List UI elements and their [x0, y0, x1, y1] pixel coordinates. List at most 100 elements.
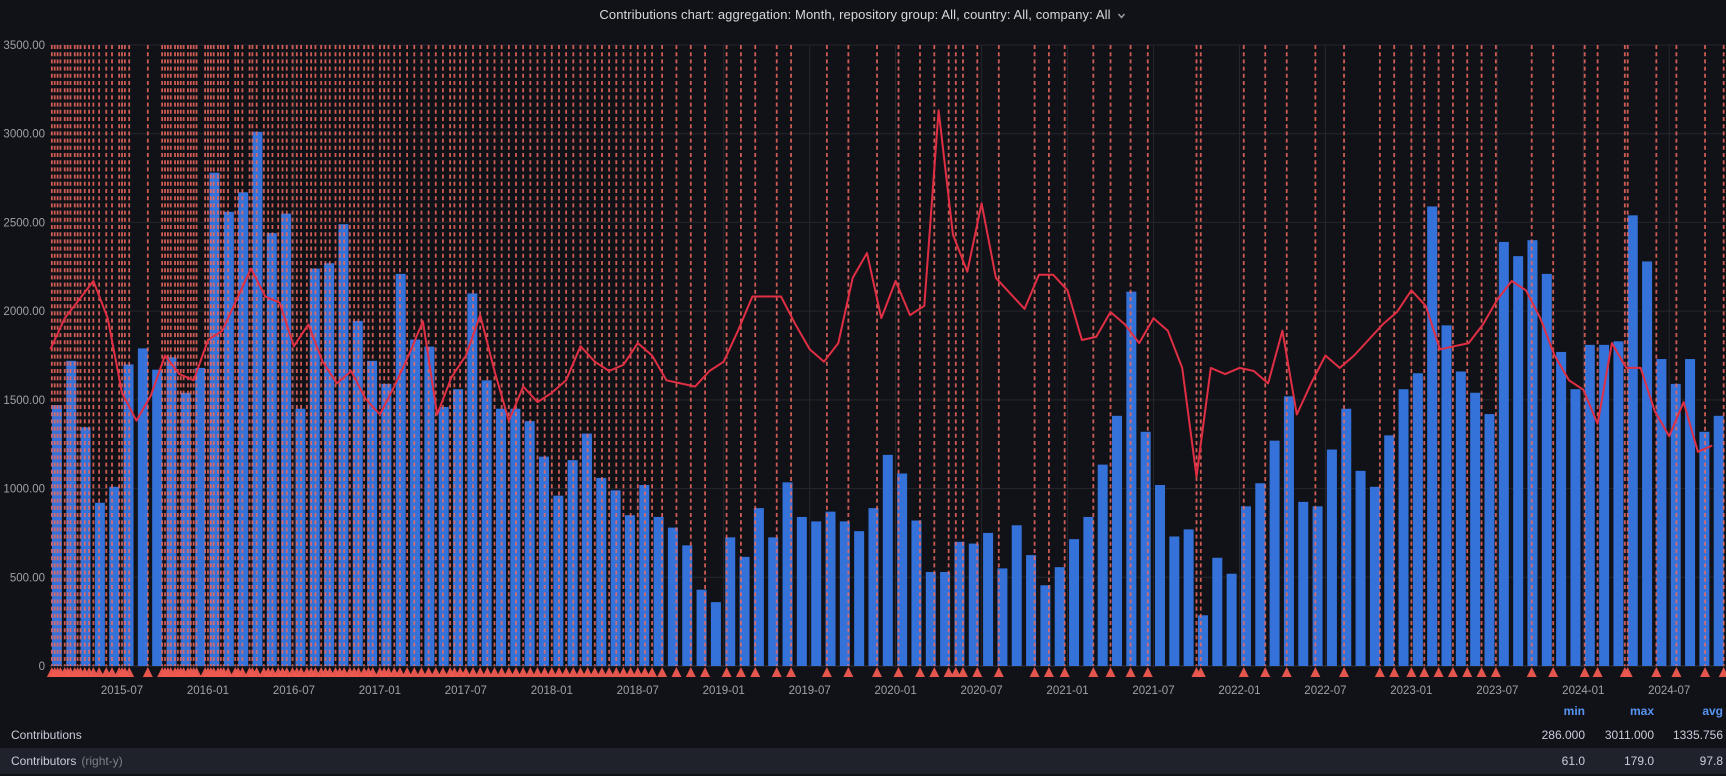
bar-2023-02[interactable]	[1427, 206, 1438, 666]
annotation-triangle-icon[interactable]	[1548, 667, 1559, 677]
bar-2018-10[interactable]	[682, 545, 693, 666]
annotation-triangle-icon[interactable]	[223, 667, 234, 677]
bar-2018-07[interactable]	[639, 485, 650, 666]
annotation-triangle-icon[interactable]	[107, 667, 118, 677]
annotation-triangle-icon[interactable]	[1718, 667, 1726, 677]
bar-2018-12[interactable]	[710, 602, 721, 666]
bar-2016-02[interactable]	[223, 211, 234, 667]
annotation-triangle-icon[interactable]	[468, 667, 479, 677]
annotation-triangle-icon[interactable]	[1374, 667, 1385, 677]
bar-2015-10[interactable]	[166, 357, 177, 666]
annotation-triangle-icon[interactable]	[929, 667, 940, 677]
bar-2020-11[interactable]	[1040, 585, 1051, 666]
legend-col-avg[interactable]: avg	[1702, 704, 1723, 718]
annotation-triangle-icon[interactable]	[950, 667, 961, 677]
annotation-markers[interactable]	[46, 667, 1726, 677]
legend-col-max[interactable]: max	[1629, 704, 1654, 718]
bar-2019-05[interactable]	[782, 482, 793, 666]
bar-2019-07[interactable]	[811, 521, 822, 666]
annotation-triangle-icon[interactable]	[1700, 667, 1711, 677]
bar-2022-11[interactable]	[1384, 435, 1395, 666]
annotation-triangle-icon[interactable]	[685, 667, 696, 677]
annotation-triangle-icon[interactable]	[1622, 667, 1633, 677]
annotation-triangle-icon[interactable]	[475, 667, 486, 677]
bar-2024-10[interactable]	[1713, 415, 1724, 666]
bar-2016-06[interactable]	[281, 213, 292, 667]
legend-row-contributors[interactable]: Contributors (right-y) 61.0 179.0 97.8	[0, 748, 1726, 774]
annotation-triangle-icon[interactable]	[1260, 667, 1271, 677]
bar-2022-04[interactable]	[1283, 396, 1294, 666]
bar-2024-09[interactable]	[1699, 431, 1710, 666]
annotation-triangle-icon[interactable]	[625, 667, 636, 677]
panel-title[interactable]: Contributions chart: aggregation: Month,…	[599, 6, 1111, 22]
bar-2019-01[interactable]	[725, 537, 736, 666]
bar-2020-06[interactable]	[968, 543, 979, 666]
annotation-triangle-icon[interactable]	[657, 667, 668, 677]
annotation-triangle-icon[interactable]	[437, 667, 448, 677]
bar-2022-03[interactable]	[1269, 440, 1280, 666]
chevron-down-icon[interactable]	[1116, 10, 1127, 21]
annotation-triangle-icon[interactable]	[604, 667, 615, 677]
annotation-triangle-icon[interactable]	[1125, 667, 1136, 677]
annotation-triangle-icon[interactable]	[721, 667, 732, 677]
annotation-triangle-icon[interactable]	[1579, 667, 1590, 677]
bar-2019-12[interactable]	[882, 454, 893, 666]
bar-2020-10[interactable]	[1026, 555, 1037, 666]
bar-2021-09[interactable]	[1183, 529, 1194, 666]
bar-2022-05[interactable]	[1298, 501, 1309, 666]
bar-2021-01[interactable]	[1069, 539, 1080, 666]
bar-2021-06[interactable]	[1140, 431, 1151, 666]
bar-2020-03[interactable]	[925, 571, 936, 666]
annotation-triangle-icon[interactable]	[1281, 667, 1292, 677]
bar-2019-02[interactable]	[739, 556, 750, 666]
annotation-triangle-icon[interactable]	[510, 667, 521, 677]
annotation-triangle-icon[interactable]	[1433, 667, 1444, 677]
bar-2024-07[interactable]	[1670, 383, 1681, 666]
bar-2023-07[interactable]	[1498, 241, 1509, 666]
bar-2018-08[interactable]	[653, 516, 664, 666]
annotation-triangle-icon[interactable]	[496, 667, 507, 677]
annotation-triangle-icon[interactable]	[972, 667, 983, 677]
bar-2016-01[interactable]	[209, 172, 220, 666]
bar-2021-04[interactable]	[1112, 415, 1123, 666]
annotation-triangle-icon[interactable]	[671, 667, 682, 677]
bar-2015-04[interactable]	[80, 427, 91, 666]
annotation-triangle-icon[interactable]	[750, 667, 761, 677]
annotation-triangle-icon[interactable]	[957, 667, 968, 677]
annotation-triangle-icon[interactable]	[639, 667, 650, 677]
legend-series-name[interactable]: Contributions	[11, 728, 82, 742]
bar-2016-08[interactable]	[309, 268, 320, 666]
bar-2021-10[interactable]	[1197, 615, 1208, 666]
annotation-triangle-icon[interactable]	[1526, 667, 1537, 677]
bar-2021-11[interactable]	[1212, 557, 1223, 666]
annotation-triangle-icon[interactable]	[1447, 667, 1458, 677]
annotation-triangle-icon[interactable]	[367, 667, 378, 677]
bar-2015-09[interactable]	[152, 369, 163, 666]
annotation-triangle-icon[interactable]	[1310, 667, 1321, 677]
annotation-triangle-icon[interactable]	[518, 667, 529, 677]
bar-2020-12[interactable]	[1054, 567, 1065, 666]
bar-2023-01[interactable]	[1412, 373, 1423, 666]
bar-2023-05[interactable]	[1470, 392, 1481, 666]
bar-2022-12[interactable]	[1398, 389, 1409, 666]
bar-2015-08[interactable]	[137, 348, 148, 666]
annotation-triangle-icon[interactable]	[525, 667, 536, 677]
bar-2017-06[interactable]	[453, 389, 464, 666]
annotation-triangle-icon[interactable]	[532, 667, 543, 677]
annotation-triangle-icon[interactable]	[1088, 667, 1099, 677]
annotation-triangle-icon[interactable]	[771, 667, 782, 677]
bar-2019-11[interactable]	[868, 508, 879, 666]
bar-2020-07[interactable]	[983, 532, 994, 666]
bar-2018-11[interactable]	[696, 589, 707, 666]
bar-2024-06[interactable]	[1656, 359, 1667, 666]
annotation-triangle-icon[interactable]	[700, 667, 711, 677]
bar-2017-01[interactable]	[381, 383, 392, 666]
legend-row-contributions[interactable]: Contributions 286.000 3011.000 1335.756	[0, 722, 1726, 748]
annotation-triangle-icon[interactable]	[589, 667, 600, 677]
bar-2021-02[interactable]	[1083, 516, 1094, 666]
annotation-triangle-icon[interactable]	[124, 667, 135, 677]
annotation-triangle-icon[interactable]	[423, 667, 434, 677]
bar-2022-07[interactable]	[1326, 449, 1337, 666]
annotation-triangle-icon[interactable]	[618, 667, 629, 677]
annotation-triangle-icon[interactable]	[416, 667, 427, 677]
